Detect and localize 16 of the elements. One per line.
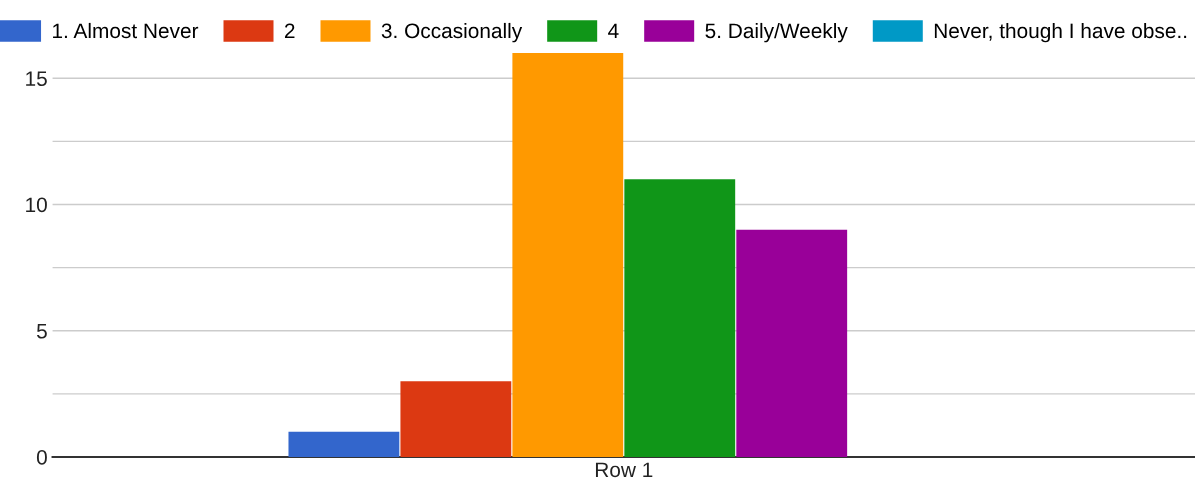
bar: [624, 179, 736, 457]
x-tick-label: Row 1: [595, 462, 653, 478]
legend-label: 5. Daily/Weekly: [705, 22, 848, 43]
legend-label: 4: [608, 23, 619, 39]
y-tick-label: 5: [36, 323, 47, 339]
bar: [288, 431, 400, 457]
legend-label: 1. Almost Never: [53, 22, 199, 39]
y-tick-label: 10: [26, 197, 47, 213]
legend-label: Never, though I have obse..: [934, 22, 1187, 43]
legend-label: 2: [284, 23, 295, 39]
y-tick-label: 15: [26, 71, 47, 86]
legend-label: 3. Occasionally: [381, 22, 523, 43]
y-tick-label: 0: [36, 450, 47, 465]
bar: [512, 53, 624, 457]
bar: [400, 381, 512, 457]
bar: [736, 229, 848, 457]
